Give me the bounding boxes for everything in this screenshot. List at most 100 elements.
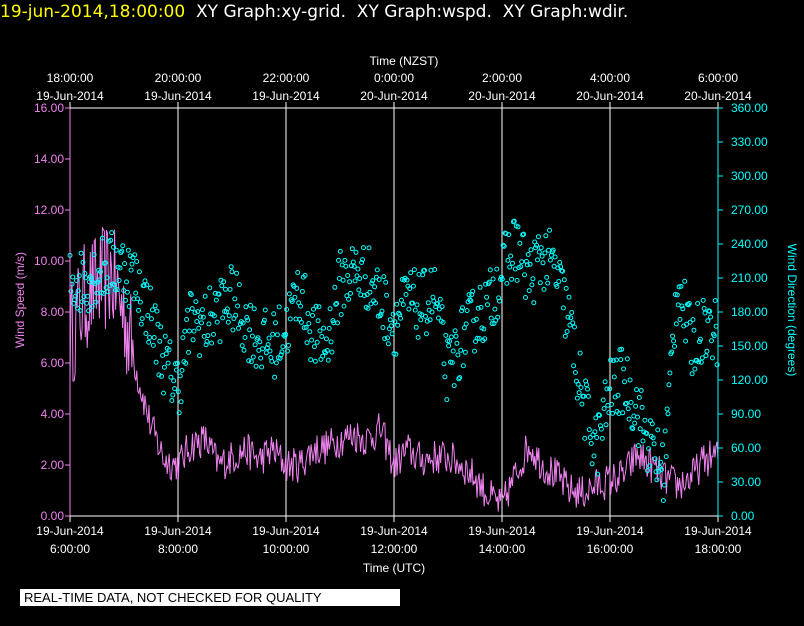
- wind-direction-point: [185, 307, 191, 313]
- wind-direction-point: [186, 349, 191, 355]
- bottom-tick-date: 19-Jun-2014: [684, 524, 752, 538]
- wind-direction-point: [361, 293, 367, 299]
- wind-direction-point: [158, 324, 164, 330]
- wind-direction-point: [209, 340, 215, 346]
- wind-direction-point: [457, 375, 463, 381]
- wind-direction-point: [393, 351, 399, 357]
- wind-direction-point: [224, 306, 230, 312]
- wind-direction-point: [669, 349, 675, 355]
- wind-direction-point: [80, 259, 86, 265]
- wind-direction-point: [535, 257, 540, 263]
- wind-direction-point: [519, 259, 525, 265]
- wind-direction-point: [165, 360, 171, 366]
- bottom-tick-time: 14:00:00: [479, 542, 526, 556]
- wind-direction-point: [662, 428, 668, 434]
- wind-direction-point: [250, 354, 256, 360]
- wind-direction-point: [319, 334, 325, 339]
- wind-direction-point: [712, 298, 718, 303]
- top-tick-date: 20-Jun-2014: [684, 89, 752, 103]
- wind-direction-point: [189, 306, 195, 312]
- wind-direction-point: [475, 305, 481, 311]
- top-tick-date: 20-Jun-2014: [468, 89, 536, 103]
- wind-direction-point: [651, 441, 657, 447]
- wind-direction-point: [198, 314, 203, 320]
- wind-direction-point: [630, 426, 636, 432]
- wind-direction-point: [489, 321, 495, 327]
- wind-direction-point: [199, 307, 205, 313]
- wind-direction-point: [176, 410, 182, 416]
- bottom-tick-date: 19-Jun-2014: [360, 524, 428, 538]
- wind-direction-point: [521, 231, 527, 237]
- wind-direction-point: [453, 333, 459, 339]
- wind-direction-point: [429, 309, 435, 315]
- wind-direction-point: [188, 292, 194, 298]
- wind-direction-point: [632, 420, 638, 426]
- wind-direction-point: [700, 297, 706, 303]
- wind-direction-point: [582, 435, 588, 441]
- wind-direction-point: [523, 295, 528, 300]
- wind-direction-point: [575, 381, 581, 387]
- wind-direction-point: [327, 306, 333, 312]
- wind-direction-point: [144, 282, 150, 288]
- wind-direction-point: [175, 389, 181, 395]
- wind-direction-point: [259, 364, 265, 370]
- wind-direction-point: [678, 283, 684, 289]
- wind-direction-point: [233, 312, 239, 318]
- wind-direction-point: [299, 289, 305, 294]
- wind-direction-point: [304, 340, 310, 346]
- wind-direction-point: [452, 328, 458, 334]
- wind-direction-point: [672, 343, 677, 349]
- wind-direction-point: [441, 361, 447, 367]
- wind-direction-point: [623, 400, 629, 406]
- right-tick-label: 0.00: [731, 509, 755, 523]
- wind-direction-point: [335, 320, 340, 326]
- wind-direction-point: [709, 338, 714, 344]
- wind-direction-point: [460, 363, 466, 369]
- wind-direction-point: [142, 278, 148, 284]
- right-tick-label: 240.00: [731, 237, 768, 251]
- wind-direction-point: [346, 296, 352, 302]
- wind-direction-point: [692, 366, 698, 372]
- wind-direction-point: [357, 276, 363, 281]
- wind-direction-point: [187, 290, 193, 296]
- wind-direction-point: [707, 308, 713, 314]
- left-tick-label: 6.00: [41, 356, 65, 370]
- wind-direction-point: [501, 243, 507, 249]
- wind-direction-point: [406, 306, 412, 312]
- wind-direction-point: [618, 357, 624, 363]
- wind-direction-point: [665, 411, 671, 417]
- wind-direction-point: [510, 260, 515, 266]
- wind-direction-point: [689, 371, 695, 377]
- wind-direction-point: [667, 370, 673, 376]
- wind-direction-point: [362, 274, 368, 280]
- wind-direction-point: [448, 334, 454, 340]
- wind-direction-point: [414, 302, 420, 308]
- wind-direction-point: [534, 242, 540, 248]
- wind-direction-point: [270, 331, 276, 337]
- wind-direction-point: [477, 284, 483, 290]
- wind-direction-point: [664, 406, 670, 412]
- bottom-tick-time: 12:00:00: [371, 542, 418, 556]
- wind-direction-point: [243, 304, 249, 310]
- wind-direction-point: [178, 399, 184, 405]
- wind-direction-point: [258, 355, 264, 361]
- graph-label-wspd: XY Graph:wspd.: [356, 2, 492, 22]
- wind-direction-point: [245, 317, 251, 323]
- wind-direction-point: [486, 279, 492, 285]
- wind-direction-point: [660, 442, 665, 448]
- wind-direction-point: [274, 332, 280, 338]
- wind-direction-point: [268, 355, 274, 360]
- wind-direction-point: [301, 325, 307, 331]
- wind-direction-point: [163, 351, 169, 357]
- wind-direction-point: [216, 291, 222, 297]
- wind-direction-point: [600, 397, 606, 403]
- wind-direction-point: [431, 298, 437, 304]
- wind-direction-point: [398, 297, 404, 303]
- wind-direction-point: [111, 282, 117, 288]
- wind-direction-point: [624, 356, 630, 362]
- wind-direction-point: [467, 297, 473, 303]
- wind-direction-point: [535, 234, 541, 240]
- wind-direction-point: [686, 301, 692, 306]
- wind-direction-point: [317, 328, 323, 334]
- wind-direction-point: [552, 254, 558, 260]
